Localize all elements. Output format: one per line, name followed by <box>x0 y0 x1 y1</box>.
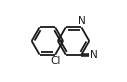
Text: N: N <box>90 50 97 60</box>
Text: N: N <box>78 16 85 26</box>
Text: Cl: Cl <box>50 56 60 66</box>
